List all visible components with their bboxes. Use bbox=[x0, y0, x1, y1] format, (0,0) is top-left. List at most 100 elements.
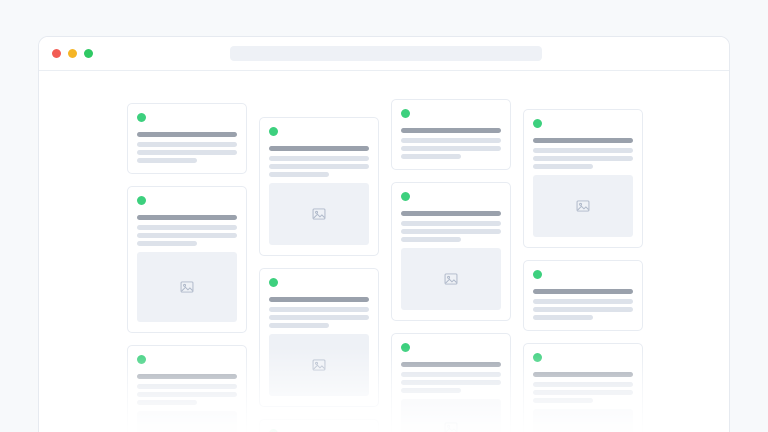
minimize-button[interactable] bbox=[68, 49, 77, 58]
skeleton-card[interactable] bbox=[259, 117, 379, 256]
text-skeleton-line bbox=[401, 154, 461, 159]
text-skeleton-line bbox=[401, 221, 501, 226]
skeleton-card[interactable] bbox=[259, 268, 379, 407]
image-placeholder-icon bbox=[576, 200, 590, 212]
text-skeleton-line bbox=[401, 229, 501, 234]
title-skeleton bbox=[269, 297, 369, 302]
text-skeleton-lines bbox=[269, 156, 369, 177]
image-placeholder-icon bbox=[312, 208, 326, 220]
column-4 bbox=[523, 109, 643, 432]
window-titlebar bbox=[39, 37, 729, 71]
content-viewport[interactable] bbox=[39, 71, 729, 432]
title-skeleton bbox=[401, 128, 501, 133]
image-placeholder bbox=[401, 248, 501, 310]
maximize-button[interactable] bbox=[84, 49, 93, 58]
image-placeholder bbox=[533, 175, 633, 237]
image-placeholder bbox=[533, 409, 633, 432]
skeleton-card[interactable] bbox=[127, 186, 247, 333]
text-skeleton-line bbox=[533, 390, 633, 395]
text-skeleton-lines bbox=[401, 372, 501, 393]
skeleton-card[interactable] bbox=[523, 260, 643, 331]
skeleton-card[interactable] bbox=[391, 99, 511, 170]
text-skeleton-line bbox=[269, 172, 329, 177]
avatar bbox=[269, 278, 278, 287]
text-skeleton-lines bbox=[401, 138, 501, 159]
image-placeholder-icon bbox=[180, 281, 194, 293]
avatar bbox=[137, 196, 146, 205]
text-skeleton-line bbox=[137, 158, 197, 163]
text-skeleton-line bbox=[533, 382, 633, 387]
image-placeholder bbox=[137, 252, 237, 322]
text-skeleton-line bbox=[401, 138, 501, 143]
close-button[interactable] bbox=[52, 49, 61, 58]
text-skeleton-line bbox=[533, 156, 633, 161]
avatar bbox=[533, 353, 542, 362]
title-skeleton bbox=[401, 362, 501, 367]
text-skeleton-lines bbox=[533, 382, 633, 403]
text-skeleton-line bbox=[269, 315, 369, 320]
column-3 bbox=[391, 99, 511, 432]
title-skeleton bbox=[269, 146, 369, 151]
title-skeleton bbox=[533, 289, 633, 294]
column-1 bbox=[127, 103, 247, 432]
avatar bbox=[137, 355, 146, 364]
text-skeleton-line bbox=[533, 164, 593, 169]
skeleton-card[interactable] bbox=[127, 103, 247, 174]
text-skeleton-line bbox=[533, 315, 593, 320]
traffic-light-group bbox=[52, 49, 93, 58]
skeleton-card[interactable] bbox=[127, 345, 247, 432]
text-skeleton-lines bbox=[137, 384, 237, 405]
avatar bbox=[533, 119, 542, 128]
text-skeleton-lines bbox=[137, 225, 237, 246]
image-placeholder bbox=[401, 399, 501, 432]
text-skeleton-line bbox=[401, 372, 501, 377]
text-skeleton-line bbox=[269, 164, 369, 169]
text-skeleton-line bbox=[269, 307, 369, 312]
text-skeleton-line bbox=[137, 150, 237, 155]
image-placeholder bbox=[269, 183, 369, 245]
image-placeholder-icon bbox=[444, 273, 458, 285]
image-placeholder-icon bbox=[444, 422, 458, 432]
text-skeleton-line bbox=[401, 237, 461, 242]
text-skeleton-line bbox=[137, 233, 237, 238]
title-skeleton bbox=[533, 372, 633, 377]
browser-window bbox=[38, 36, 730, 432]
title-skeleton bbox=[137, 374, 237, 379]
address-bar-input[interactable] bbox=[230, 46, 542, 61]
avatar bbox=[269, 127, 278, 136]
text-skeleton-line bbox=[533, 307, 633, 312]
text-skeleton-line bbox=[401, 380, 501, 385]
text-skeleton-line bbox=[533, 148, 633, 153]
text-skeleton-line bbox=[137, 241, 197, 246]
text-skeleton-line bbox=[533, 398, 593, 403]
text-skeleton-line bbox=[137, 384, 237, 389]
text-skeleton-line bbox=[269, 156, 369, 161]
skeleton-card[interactable] bbox=[391, 182, 511, 321]
text-skeleton-line bbox=[137, 400, 197, 405]
avatar bbox=[401, 192, 410, 201]
text-skeleton-line bbox=[137, 142, 237, 147]
title-skeleton bbox=[137, 215, 237, 220]
skeleton-card[interactable] bbox=[259, 419, 379, 432]
image-placeholder-icon bbox=[312, 359, 326, 371]
text-skeleton-line bbox=[401, 388, 461, 393]
avatar bbox=[401, 109, 410, 118]
skeleton-card[interactable] bbox=[391, 333, 511, 432]
text-skeleton-lines bbox=[269, 307, 369, 328]
avatar bbox=[533, 270, 542, 279]
image-placeholder bbox=[269, 334, 369, 396]
title-skeleton bbox=[137, 132, 237, 137]
text-skeleton-line bbox=[137, 225, 237, 230]
text-skeleton-line bbox=[401, 146, 501, 151]
text-skeleton-lines bbox=[401, 221, 501, 242]
text-skeleton-line bbox=[269, 323, 329, 328]
skeleton-card[interactable] bbox=[523, 109, 643, 248]
text-skeleton-line bbox=[137, 392, 237, 397]
skeleton-card[interactable] bbox=[523, 343, 643, 432]
title-skeleton bbox=[533, 138, 633, 143]
text-skeleton-lines bbox=[533, 299, 633, 320]
avatar bbox=[137, 113, 146, 122]
text-skeleton-line bbox=[533, 299, 633, 304]
text-skeleton-lines bbox=[533, 148, 633, 169]
